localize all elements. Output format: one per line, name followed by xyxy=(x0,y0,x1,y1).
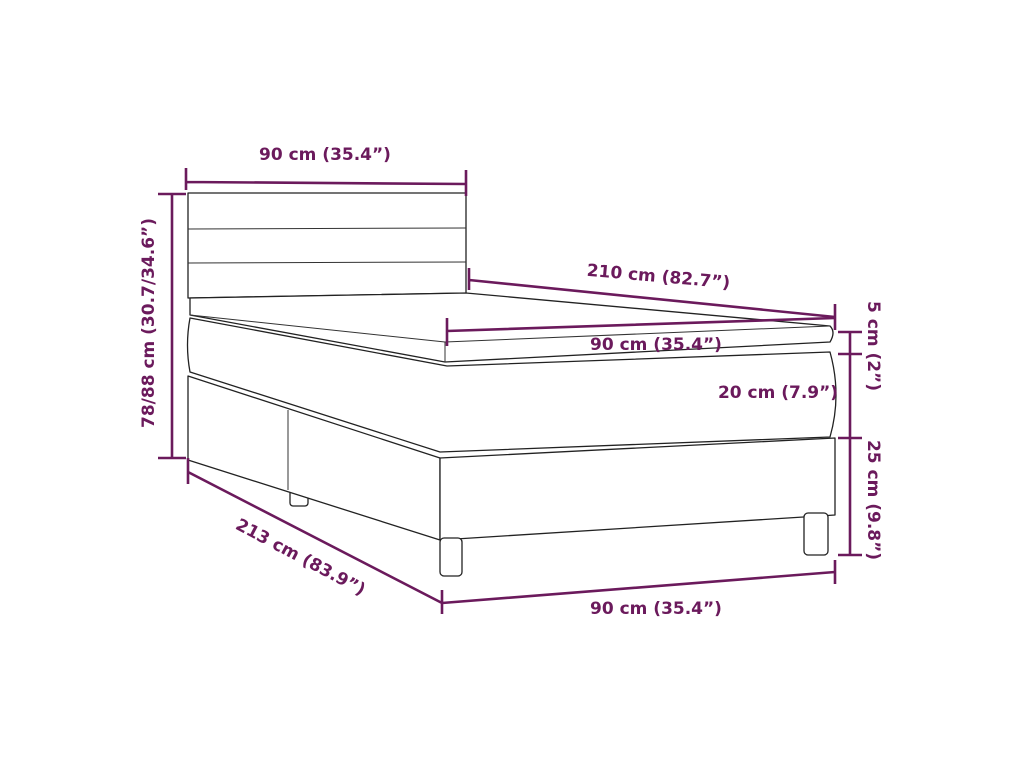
mattress xyxy=(186,317,837,453)
base-front xyxy=(439,437,836,541)
topper-height-label: 5 cm (2”) xyxy=(863,301,883,391)
leg-front-left xyxy=(439,537,463,577)
base-height-label: 25 cm (9.8”) xyxy=(863,440,883,560)
headboard-width-label: 90 cm (35.4”) xyxy=(259,145,391,165)
mattress-width-label: 90 cm (35.4”) xyxy=(590,335,722,355)
total-height-label: 78/88 cm (30.7/34.6”) xyxy=(139,218,159,428)
mattress-length-label: 210 cm (82.7”) xyxy=(586,261,731,293)
base-width-label: 90 cm (35.4”) xyxy=(590,599,722,619)
headboard xyxy=(187,192,467,299)
bed-drawing xyxy=(186,192,837,577)
dimension-lines xyxy=(158,168,862,614)
mattress-topper xyxy=(189,292,834,363)
leg-front-right xyxy=(803,512,829,556)
mattress-height-label: 20 cm (7.9”) xyxy=(718,383,838,403)
total-length-label: 213 cm (83.9”) xyxy=(232,515,368,600)
